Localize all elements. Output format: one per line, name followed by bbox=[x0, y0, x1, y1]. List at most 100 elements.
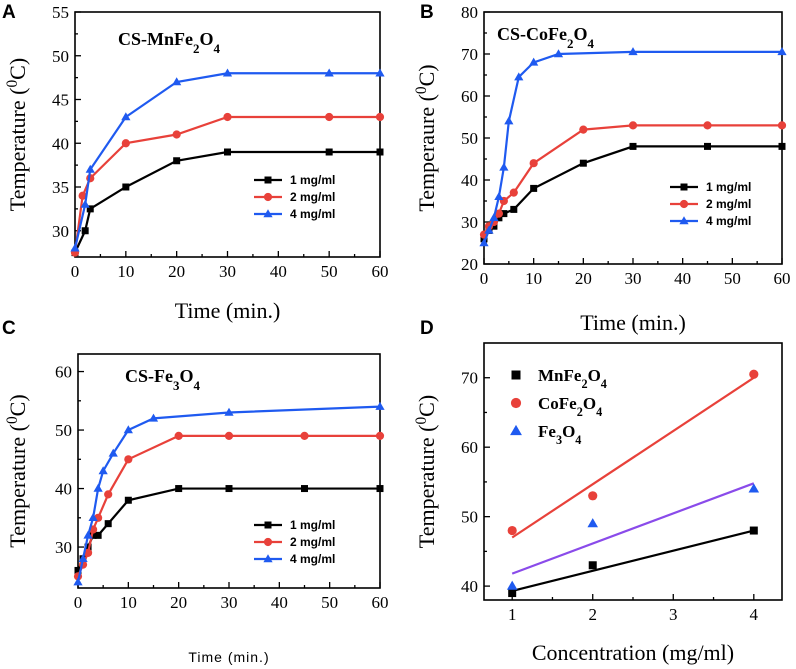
data-point bbox=[588, 561, 597, 570]
x-tick-label: 1 bbox=[508, 605, 517, 624]
legend-label: MnFe2O4 bbox=[538, 366, 607, 391]
data-point bbox=[509, 188, 518, 197]
legend-label: 4 mg/ml bbox=[290, 552, 335, 566]
data-point bbox=[108, 448, 118, 457]
data-point bbox=[89, 531, 97, 539]
chart-title: CS-MnFe2O4 bbox=[118, 29, 221, 56]
data-point bbox=[81, 227, 89, 235]
data-point bbox=[78, 191, 87, 200]
legend-marker bbox=[680, 183, 688, 191]
data-point bbox=[479, 238, 489, 247]
data-point bbox=[375, 401, 385, 410]
x-tick-label: 40 bbox=[270, 262, 287, 281]
data-point bbox=[78, 553, 88, 562]
x-tick-label: 50 bbox=[321, 593, 338, 612]
x-axis-title: Concentration (mg/ml) bbox=[532, 640, 734, 665]
data-point bbox=[98, 466, 108, 475]
y-tick-label: 40 bbox=[52, 134, 69, 153]
y-tick-label: 70 bbox=[461, 45, 478, 64]
series-2-mg-ml bbox=[73, 431, 385, 581]
data-point bbox=[588, 491, 598, 501]
series-cofe2o4 bbox=[507, 369, 759, 539]
data-point bbox=[490, 222, 498, 230]
data-point bbox=[148, 413, 159, 422]
data-point bbox=[73, 577, 83, 586]
series-mnfe2o4 bbox=[508, 526, 758, 598]
data-point bbox=[124, 455, 133, 464]
y-tick-label: 60 bbox=[461, 87, 478, 106]
y-tick-label: 50 bbox=[461, 129, 478, 148]
data-point bbox=[489, 213, 499, 222]
y-axis-title: Temperature (0C) bbox=[4, 58, 31, 211]
chart-title: CS-CoFe2O4 bbox=[497, 24, 595, 51]
x-tick-label: 3 bbox=[669, 605, 678, 624]
data-point bbox=[104, 520, 112, 528]
data-point bbox=[748, 483, 760, 493]
data-point bbox=[325, 148, 333, 156]
fit-line bbox=[511, 376, 755, 539]
legend-marker bbox=[263, 554, 273, 563]
x-tick-label: 20 bbox=[170, 593, 187, 612]
data-point bbox=[749, 369, 759, 379]
data-point bbox=[749, 526, 758, 535]
data-point bbox=[375, 112, 385, 122]
y-axis-title: Temperaure (0C) bbox=[413, 64, 440, 211]
x-tick-label: 30 bbox=[219, 262, 236, 281]
data-point bbox=[777, 121, 787, 130]
y-tick-label: 40 bbox=[461, 577, 478, 596]
y-tick-label: 20 bbox=[461, 255, 478, 274]
fit-line bbox=[511, 529, 755, 593]
panel-label: B bbox=[420, 2, 434, 23]
data-point bbox=[499, 162, 509, 171]
y-tick-label: 40 bbox=[55, 480, 72, 499]
legend-label: Fe3O4 bbox=[538, 422, 581, 447]
data-point bbox=[778, 142, 786, 150]
data-point bbox=[500, 210, 508, 218]
data-point bbox=[507, 525, 517, 536]
data-point bbox=[628, 47, 638, 56]
y-tick-label: 30 bbox=[461, 213, 478, 232]
legend-marker bbox=[679, 216, 689, 225]
x-tick-label: 20 bbox=[168, 262, 185, 281]
x-tick-label: 40 bbox=[271, 593, 288, 612]
data-point bbox=[324, 68, 334, 77]
data-point bbox=[86, 205, 94, 213]
data-point bbox=[629, 142, 637, 150]
legend-marker bbox=[263, 209, 273, 218]
data-point bbox=[224, 148, 231, 156]
data-point bbox=[224, 407, 234, 416]
series-line bbox=[74, 150, 380, 254]
panel-label: A bbox=[2, 2, 16, 23]
x-tick-label: 2 bbox=[588, 605, 597, 624]
data-point bbox=[376, 485, 384, 493]
data-point bbox=[172, 130, 181, 139]
y-tick-label: 40 bbox=[461, 171, 478, 190]
y-tick-label: 35 bbox=[52, 178, 69, 197]
data-point bbox=[508, 589, 517, 598]
legend-label: 4 mg/ml bbox=[290, 207, 335, 221]
data-point bbox=[529, 57, 539, 66]
legend-marker bbox=[510, 424, 522, 436]
data-point bbox=[124, 496, 132, 504]
x-tick-label: 10 bbox=[120, 593, 137, 612]
x-tick-label: 0 bbox=[74, 593, 83, 612]
data-point bbox=[376, 148, 384, 156]
data-point bbox=[172, 77, 182, 86]
data-point bbox=[495, 214, 503, 222]
x-tick-label: 0 bbox=[71, 262, 80, 281]
legend-marker bbox=[264, 176, 272, 184]
y-tick-label: 45 bbox=[52, 91, 69, 110]
chart-title: CS-Fe3O4 bbox=[125, 366, 201, 393]
x-tick-label: 20 bbox=[575, 269, 592, 288]
series-2-mg-ml bbox=[70, 112, 385, 257]
y-tick-label: 50 bbox=[52, 47, 69, 66]
x-tick-label: 30 bbox=[221, 593, 238, 612]
data-point bbox=[587, 518, 599, 528]
data-point bbox=[123, 425, 133, 434]
data-point bbox=[224, 431, 234, 440]
x-axis-title: Time (min.) bbox=[175, 298, 281, 323]
series-4-mg-ml bbox=[70, 68, 385, 252]
x-tick-label: 0 bbox=[480, 269, 489, 288]
series-4-mg-ml bbox=[73, 401, 385, 586]
chart-panel-c: 0 10 20 30 40 50 60 30 40 50 60 Time (min.) Temperat… bbox=[2, 318, 389, 665]
